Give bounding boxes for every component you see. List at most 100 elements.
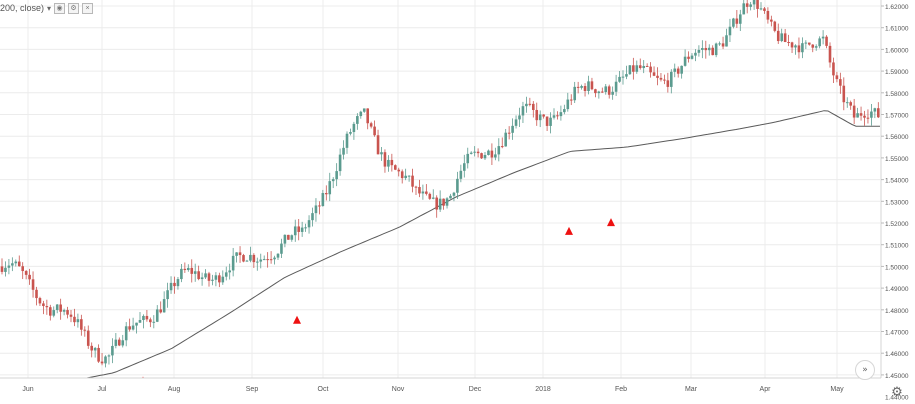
scroll-to-realtime-button[interactable]: » — [855, 360, 875, 380]
candle-body — [797, 45, 801, 53]
candle-body — [100, 361, 104, 364]
candle-body — [304, 227, 307, 229]
gear-icon[interactable]: ⚙ — [891, 385, 903, 400]
candle-body — [83, 329, 87, 331]
candle-body — [349, 132, 352, 134]
moving-average — [0, 110, 880, 396]
candle-body — [597, 91, 601, 94]
time-axis[interactable]: Jun Jul Aug Sep Oct Nov Dec 2018 Feb Mar Apr May — [0, 377, 881, 404]
candle-body — [866, 117, 870, 119]
candle-body — [645, 65, 649, 67]
candle-body — [97, 347, 100, 362]
candle-body — [808, 42, 811, 45]
x-tick-label: 2018 — [535, 386, 551, 393]
candle-body — [190, 267, 194, 274]
candle-body — [525, 103, 528, 107]
candle-body — [766, 10, 770, 20]
candle-body — [680, 65, 683, 74]
candle-body — [345, 133, 349, 148]
candle-body — [852, 105, 856, 118]
price-axis[interactable]: 1.62000 1.61000 1.60000 1.59000 1.58000 1.570… — [880, 0, 915, 404]
candle-body — [752, 0, 756, 5]
candle-body — [687, 56, 690, 59]
candle-body — [614, 81, 618, 92]
candle-body — [266, 259, 269, 261]
candle-body — [625, 74, 628, 77]
x-tick-label: Aug — [168, 386, 181, 393]
candle-body — [159, 309, 162, 313]
candle-body — [635, 65, 639, 72]
candle-body — [742, 3, 746, 15]
candle-body — [11, 263, 14, 266]
y-tick-label: 1.59000 — [885, 69, 909, 76]
support-arrow-head — [293, 315, 301, 324]
study-legend[interactable]: 200, close) ▾ ◉ ⚙ × — [0, 0, 94, 16]
eye-icon[interactable]: ◉ — [54, 2, 66, 14]
candle-body — [663, 79, 666, 81]
candle-body — [35, 289, 38, 299]
candle-body — [28, 274, 31, 280]
candle-body — [269, 259, 273, 261]
candle-body — [38, 298, 42, 304]
candle-body — [552, 115, 556, 118]
candle-body — [17, 261, 21, 267]
candle-body — [369, 123, 373, 127]
candle-body — [397, 169, 401, 172]
candle-body — [707, 47, 711, 51]
chevron-down-icon[interactable]: ▾ — [47, 3, 52, 13]
y-tick-label: 1.46000 — [885, 351, 909, 358]
candle-body — [859, 113, 863, 116]
x-tick-label: Jul — [98, 386, 107, 393]
x-tick-label: Apr — [760, 386, 772, 393]
y-tick-label: 1.49000 — [885, 286, 909, 293]
candle-body — [759, 8, 763, 10]
candle-body — [442, 198, 445, 206]
candle-body — [111, 345, 114, 356]
price-axis-bg[interactable] — [881, 0, 915, 404]
candle-body — [311, 213, 314, 221]
candle-body — [573, 86, 576, 101]
candle-body — [476, 151, 480, 154]
candle-body — [245, 260, 249, 262]
candle-body — [24, 271, 28, 275]
candle-body — [532, 103, 535, 110]
candle-body — [494, 154, 497, 158]
candle-body — [507, 132, 511, 134]
candle-body — [690, 55, 694, 59]
candle-body — [235, 252, 238, 256]
candle-body — [794, 45, 797, 48]
candle-body — [118, 339, 121, 346]
candle-body — [197, 271, 200, 280]
candle-body — [135, 322, 138, 326]
candle-body — [801, 43, 804, 53]
x-tick-label: Mar — [685, 386, 698, 393]
candle-body — [221, 276, 225, 283]
candle-body — [290, 235, 294, 240]
settings-icon[interactable]: ⚙ — [68, 2, 80, 14]
candle-body — [566, 99, 570, 110]
candle-body — [490, 150, 494, 158]
candle-body — [556, 115, 559, 117]
candle-body — [276, 253, 280, 258]
candle-body — [487, 150, 490, 155]
candle-body — [183, 268, 187, 271]
candle-body — [542, 114, 545, 117]
candle-body — [431, 197, 435, 199]
candle-body — [93, 347, 97, 351]
time-axis-bg[interactable] — [0, 378, 881, 404]
candle-body — [728, 26, 732, 36]
candle-body — [559, 112, 563, 117]
candle-body — [325, 193, 328, 195]
candle-body — [149, 319, 152, 323]
candle-body — [628, 65, 632, 75]
candle-body — [659, 77, 663, 80]
candle-body — [224, 272, 228, 277]
close-icon[interactable]: × — [82, 2, 94, 14]
candle-body — [169, 282, 173, 291]
grid-lines — [0, 0, 880, 378]
candle-body — [342, 147, 345, 155]
candle-body — [877, 108, 880, 118]
y-tick-label: 1.55000 — [885, 156, 909, 163]
candle-body — [362, 108, 366, 112]
